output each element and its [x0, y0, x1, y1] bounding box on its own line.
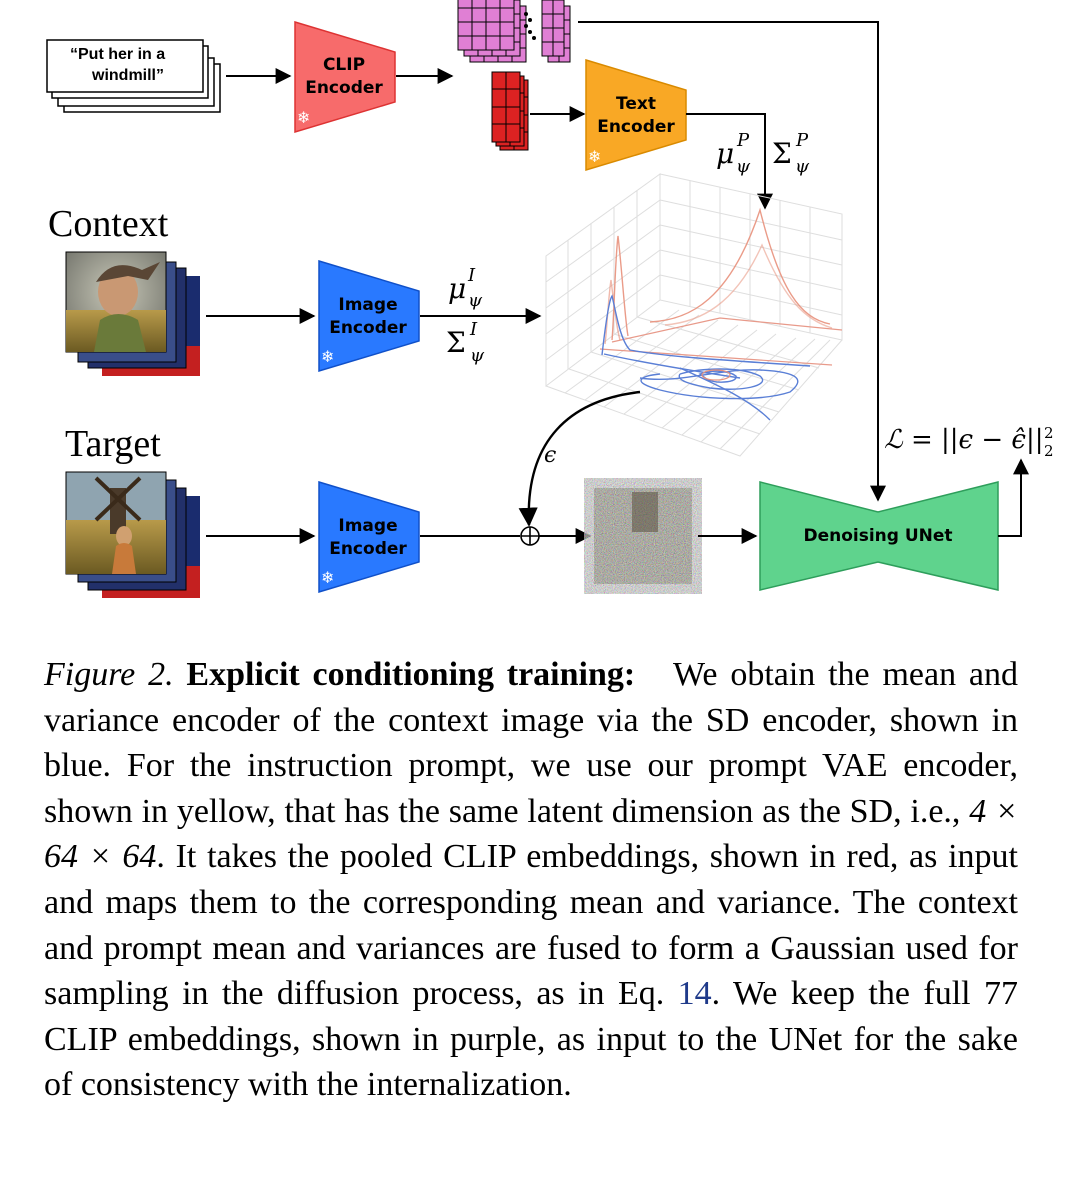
prompt-text-line2: windmill” — [91, 67, 164, 84]
image-gaussian-params: μ I ψ Σ I ψ — [446, 265, 485, 366]
caption-math-dims: 4 × 64 × 64 — [44, 792, 1018, 876]
noisy-latent-image — [594, 488, 692, 584]
clip-encoder-block: CLIP Encoder ❄ — [294, 20, 396, 134]
prompt-text-stack: “Put her in a windmill” — [46, 39, 221, 113]
sum-node — [520, 526, 540, 546]
snowflake-icon: ❄ — [588, 147, 601, 166]
snowflake-icon: ❄ — [297, 108, 310, 127]
image-encoder-target-block: Image Encoder ❄ — [318, 480, 420, 594]
figure-caption: Figure 2. Explicit conditioning training… — [44, 652, 1018, 1108]
arrow-gaussian-sample-epsilon — [518, 390, 641, 527]
mu-prompt-sup: P — [736, 130, 750, 151]
sigma-prompt-sub: ψ — [795, 156, 810, 177]
gaussian-3d-plot — [545, 173, 843, 457]
denoising-unet-block: Denoising UNet — [759, 481, 999, 591]
image-encoder-context-label-line1: Image — [338, 295, 397, 315]
loss-expression: ℒ = ||ϵ − ϵ̂|| — [884, 425, 1044, 455]
context-label: Context — [48, 203, 169, 245]
epsilon-label: ϵ — [544, 443, 556, 468]
clip-encoder-label-line2: Encoder — [305, 78, 383, 98]
sigma-prompt-sup: P — [795, 130, 809, 151]
context-image-stack — [65, 251, 200, 376]
caption-text-part1: We obtain the mean and variance encoder … — [44, 656, 1018, 830]
sigma-image-symbol: Σ — [446, 326, 466, 359]
image-encoder-context-block: Image Encoder ❄ — [318, 259, 420, 373]
loss-formula: ℒ = ||ϵ − ϵ̂|| 2 2 — [884, 424, 1054, 460]
mu-image-sup: I — [467, 265, 476, 286]
image-encoder-target-label-line2: Encoder — [329, 539, 407, 559]
equation-reference-link[interactable]: 14 — [677, 975, 712, 1013]
snowflake-icon: ❄ — [321, 347, 334, 366]
clip-token-embeddings-purple — [457, 0, 571, 63]
caption-text-part3: . We keep the full 77 CLIP embeddings, s… — [44, 975, 1018, 1104]
pipeline-diagram: “Put her in a windmill” CLIP Encoder ❄ — [46, 0, 1054, 598]
unet-label: Denoising UNet — [803, 526, 952, 546]
mu-prompt-symbol: μ — [716, 137, 734, 170]
figure-title: Explicit conditioning training: — [186, 656, 636, 693]
image-encoder-target-label-line1: Image — [338, 516, 397, 536]
text-encoder-label-line1: Text — [616, 94, 656, 114]
mu-prompt-sub: ψ — [736, 156, 751, 177]
sigma-image-sub: ψ — [470, 345, 485, 366]
mu-image-sub: ψ — [468, 290, 483, 311]
target-label: Target — [65, 423, 161, 465]
sigma-image-sup: I — [469, 319, 478, 340]
target-image-stack — [65, 471, 200, 598]
loss-superscript: 2 — [1044, 424, 1054, 442]
pooled-clip-embeddings-red — [491, 71, 529, 151]
text-encoder-label-line2: Encoder — [597, 117, 675, 137]
arrow-clip-tokens-to-unet — [578, 21, 886, 502]
arrow-text-encoder-to-gaussian — [686, 113, 773, 210]
mu-image-symbol: μ — [448, 272, 466, 305]
image-encoder-context-label-line2: Encoder — [329, 318, 407, 338]
prompt-text-line1: “Put her in a — [70, 46, 165, 63]
figure-number: Figure 2. — [44, 656, 174, 693]
clip-encoder-label-line1: CLIP — [323, 55, 365, 75]
loss-subscript: 2 — [1044, 442, 1054, 460]
snowflake-icon: ❄ — [321, 568, 334, 587]
caption-text-part2: . It takes the pooled CLIP embeddings, s… — [44, 838, 1018, 1013]
sigma-prompt-symbol: Σ — [772, 137, 792, 170]
text-encoder-block: Text Encoder ❄ — [585, 58, 687, 172]
prompt-gaussian-params: μ P ψ Σ P ψ — [716, 130, 810, 177]
arrow-unet-to-loss — [998, 458, 1029, 537]
